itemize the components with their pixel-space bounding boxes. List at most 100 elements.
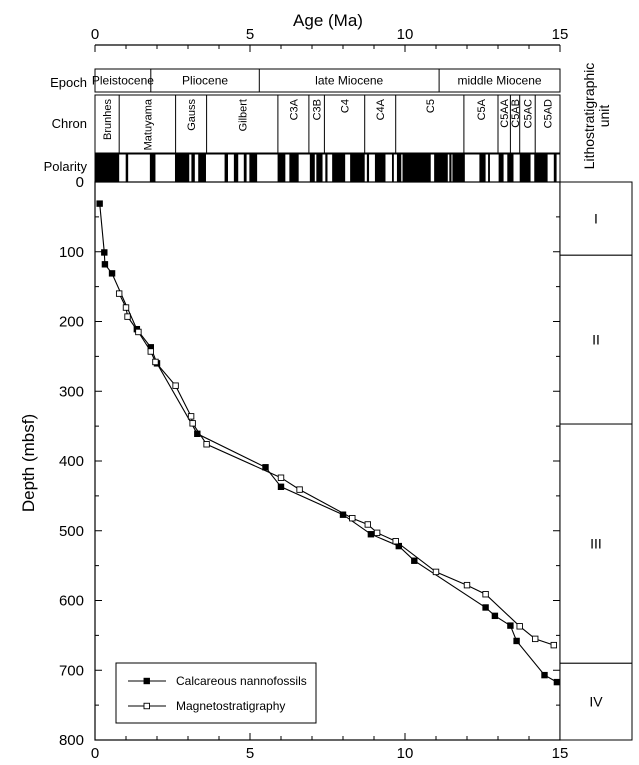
data-point (367, 531, 375, 538)
polarity-normal-interval (289, 154, 299, 182)
data-point (189, 420, 196, 427)
polarity-normal-interval (519, 154, 531, 182)
top-axis-tick-label: 5 (246, 26, 254, 43)
polarity-normal-interval (149, 154, 156, 182)
chron-label: C4 (340, 99, 352, 113)
polarity-normal-interval (125, 154, 129, 182)
data-point (432, 568, 440, 576)
x-axis-title: Age (Ma) (293, 11, 363, 30)
polarity-normal-interval (95, 154, 120, 182)
polarity-row-label: Polarity (44, 159, 88, 174)
y-axis-title: Depth (mbsf) (19, 414, 38, 512)
legend-label: Magnetostratigraphy (176, 699, 285, 713)
polarity-normal-interval (325, 154, 328, 182)
top-axis-tick-label: 10 (397, 26, 414, 43)
series-magnetostratigraphy (115, 290, 557, 649)
data-point (550, 641, 557, 649)
chron-row-frame (94, 94, 561, 154)
epoch-label: late Miocene (315, 74, 383, 88)
lithostratigraphic-unit-box (559, 181, 633, 256)
lithostratigraphic-unit-label: II (592, 332, 600, 348)
chron-label: Brunhes (102, 99, 114, 140)
data-point (262, 464, 269, 471)
polarity-normal-interval (488, 154, 490, 182)
data-point (277, 474, 285, 481)
epoch-row: Pleistocene Pliocene late Miocene middle Mi… (92, 68, 561, 93)
bottom-axis-tick-label: 5 (246, 745, 254, 762)
polarity-normal-interval (374, 154, 386, 182)
data-point (532, 635, 539, 643)
polarity-normal-interval (243, 154, 247, 182)
left-axis-tick-label: 100 (59, 244, 84, 261)
bottom-axis-tick-label: 0 (91, 745, 99, 762)
data-point (101, 249, 108, 256)
data-point (172, 382, 179, 389)
lithostratigraphic-unit-box (559, 662, 633, 741)
data-point (463, 581, 471, 589)
data-point (101, 261, 109, 268)
data-point (124, 313, 131, 320)
plot-area-frame (94, 181, 561, 741)
data-point (411, 557, 418, 564)
chron-label: C5 (425, 99, 437, 113)
chron-label: C5AB (510, 99, 522, 128)
polarity-normal-interval (316, 154, 323, 182)
data-point (513, 637, 520, 645)
data-point (277, 483, 285, 491)
polarity-normal-interval (498, 154, 504, 182)
data-point (507, 622, 514, 629)
data-point (187, 413, 195, 420)
epoch-label: middle Miocene (458, 74, 542, 88)
chron-label: C4A (375, 98, 387, 120)
polarity-normal-interval (396, 154, 402, 182)
data-point (296, 486, 303, 493)
data-point (135, 328, 142, 336)
left-axis-tick-label: 600 (59, 593, 84, 610)
polarity-normal-interval (452, 154, 465, 182)
lithostratigraphic-unit-label: III (590, 536, 602, 552)
data-point (541, 671, 548, 679)
polarity-normal-interval (449, 154, 452, 182)
legend-box (115, 662, 317, 724)
data-point (96, 200, 103, 207)
legend: Calcareous nannofossils Magnetostratigrap… (115, 662, 317, 724)
lithostratigraphic-unit-box (559, 423, 633, 664)
chron-row: Brunhes Matuyama Gauss Gilbert C3A C3B C4 C4A C5… (94, 94, 561, 154)
data-point (516, 623, 523, 630)
data-point (392, 538, 399, 545)
data-point (115, 290, 123, 297)
data-point (482, 591, 489, 598)
legend-marker (143, 677, 150, 685)
polarity-normal-interval (391, 154, 394, 182)
series-calcareous-nannofossils (96, 200, 561, 686)
polarity-normal-interval (402, 154, 431, 182)
chron-label: Gauss (186, 99, 198, 131)
series-line (118, 293, 554, 646)
left-axis-tick-label: 400 (59, 453, 84, 470)
data-point (152, 358, 159, 366)
data-point (491, 612, 499, 620)
epoch-row-label: Epoch (50, 75, 87, 90)
data-point (122, 304, 130, 311)
polarity-normal-interval (350, 154, 365, 182)
chron-label: C5AD (543, 99, 555, 128)
lithostratigraphic-unit-label: IV (589, 694, 603, 710)
chron-label: C5A (476, 98, 488, 120)
left-axis-tick-label: 800 (59, 732, 84, 749)
bottom-axis-tick-label: 10 (397, 745, 414, 762)
polarity-normal-interval (309, 154, 315, 182)
left-axis-tick-label: 0 (76, 174, 84, 191)
chron-label: Matuyama (142, 98, 154, 150)
polarity-normal-interval (479, 154, 486, 182)
chron-label: C5AA (499, 98, 511, 127)
bottom-axis-tick-label: 15 (552, 745, 569, 762)
data-point (373, 529, 381, 537)
polarity-normal-interval (507, 154, 514, 182)
data-point (482, 604, 489, 611)
polarity-normal-interval (332, 154, 346, 182)
lithostratigraphic-unit-title-line: Lithostratigraphic (581, 63, 597, 170)
data-point (108, 270, 116, 277)
left-axis-tick-label: 300 (59, 383, 84, 400)
